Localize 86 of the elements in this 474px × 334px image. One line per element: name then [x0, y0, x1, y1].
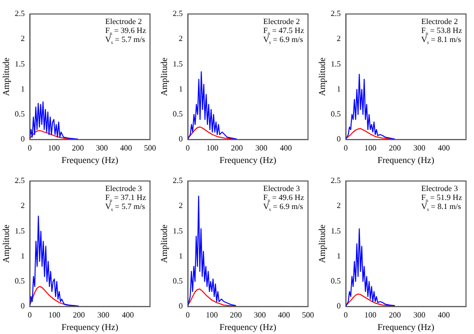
y-tick-label: 1	[336, 84, 341, 94]
x-tick-label: 300	[254, 310, 266, 320]
x-tick-label: 200	[388, 310, 401, 320]
x-tick-label: 100	[364, 310, 376, 320]
y-tick-label: 1	[336, 251, 341, 260]
x-axis-title: Frequency (Hz)	[378, 154, 434, 165]
annotation: Electrode 2	[421, 17, 458, 26]
y-tick-label: 2.5	[330, 9, 341, 18]
y-axis-title: Amplitude	[316, 58, 327, 96]
x-tick-label: 100	[364, 143, 376, 152]
y-tick-label: 0	[336, 302, 341, 311]
x-tick-label: 500	[144, 143, 156, 152]
x-tick-label: 200	[72, 310, 85, 320]
y-axis-title: Amplitude	[158, 58, 169, 96]
y-tick-label: 1.5	[330, 59, 341, 68]
y-tick-label: 0.5	[14, 276, 25, 286]
x-tick-label: 300	[413, 143, 426, 152]
y-tick-label: 2.5	[330, 176, 341, 186]
x-axis-title: Frequency (Hz)	[378, 322, 434, 332]
x-tick-label: 200	[230, 310, 242, 320]
annotation: Electrode 3	[263, 184, 300, 193]
y-tick-label: 2	[178, 34, 183, 44]
x-tick-label: 500	[302, 310, 314, 320]
x-tick-label: 0	[28, 143, 32, 152]
y-tick-label: 0	[20, 134, 25, 144]
x-tick-label: 200	[72, 143, 84, 152]
y-tick-label: 0.5	[172, 276, 183, 286]
x-tick-label: 400	[122, 310, 134, 320]
y-tick-label: 2	[20, 34, 25, 44]
y-tick-label: 2	[20, 201, 25, 210]
x-tick-label: 100	[206, 143, 218, 152]
x-tick-label: 200	[230, 143, 243, 152]
x-tick-label: 300	[255, 143, 268, 152]
y-tick-label: 0	[178, 134, 183, 144]
annotation: Electrode 3	[105, 184, 142, 193]
x-tick-label: 100	[206, 310, 218, 320]
x-tick-label: 100	[48, 143, 60, 152]
x-tick-label: 400	[280, 143, 292, 152]
x-axis-title: Frequency (Hz)	[220, 154, 276, 165]
x-tick-label: 400	[278, 310, 290, 320]
x-tick-label: 0	[186, 310, 190, 320]
x-tick-label: 300	[97, 310, 110, 320]
x-tick-label: 0	[28, 310, 32, 320]
x-axis-title: Frequency (Hz)	[62, 322, 118, 332]
x-tick-label: 400	[438, 310, 450, 320]
y-tick-label: 0.5	[172, 110, 183, 119]
y-tick-label: 0	[20, 302, 25, 311]
x-tick-label: 400	[438, 143, 450, 152]
x-tick-label: 300	[96, 143, 108, 152]
y-tick-label: 2	[178, 201, 183, 210]
y-tick-label: 2.5	[172, 176, 183, 186]
y-tick-label: 1	[20, 84, 25, 94]
y-tick-label: 1.5	[14, 226, 25, 236]
x-tick-label: 0	[186, 143, 190, 152]
x-axis-title: Frequency (Hz)	[220, 322, 276, 332]
y-tick-label: 1.5	[330, 226, 341, 236]
y-tick-label: 1	[20, 251, 25, 260]
y-tick-label: 0.5	[330, 276, 341, 286]
y-tick-label: 2.5	[14, 9, 25, 18]
annotation: Electrode 2	[263, 17, 300, 26]
y-tick-label: 0	[336, 134, 341, 144]
x-tick-label: 0	[344, 310, 348, 320]
x-tick-label: 300	[413, 310, 426, 320]
x-tick-label: 400	[120, 143, 132, 152]
y-tick-label: 1.5	[172, 226, 183, 236]
y-axis-title: Amplitude	[0, 58, 11, 96]
y-tick-label: 0.5	[14, 110, 25, 119]
y-tick-label: 2.5	[172, 9, 183, 18]
y-axis-title: Amplitude	[316, 224, 327, 264]
x-tick-label: 100	[48, 310, 60, 320]
x-tick-label: 200	[388, 143, 401, 152]
y-axis-title: Amplitude	[0, 224, 11, 264]
y-tick-label: 2	[336, 201, 341, 210]
y-tick-label: 2	[336, 34, 341, 44]
y-tick-label: 0	[178, 302, 183, 311]
annotation: Electrode 2	[105, 17, 142, 26]
x-tick-label: 0	[344, 143, 348, 152]
y-tick-label: 2.5	[14, 176, 25, 186]
y-tick-label: 0.5	[330, 110, 341, 119]
y-tick-label: 1.5	[14, 59, 25, 68]
y-tick-label: 1	[178, 84, 183, 94]
annotation: Electrode 3	[421, 184, 458, 193]
y-tick-label: 1.5	[172, 59, 183, 68]
x-axis-title: Frequency (Hz)	[62, 154, 118, 165]
y-tick-label: 1	[178, 251, 183, 260]
y-axis-title: Amplitude	[158, 224, 169, 264]
